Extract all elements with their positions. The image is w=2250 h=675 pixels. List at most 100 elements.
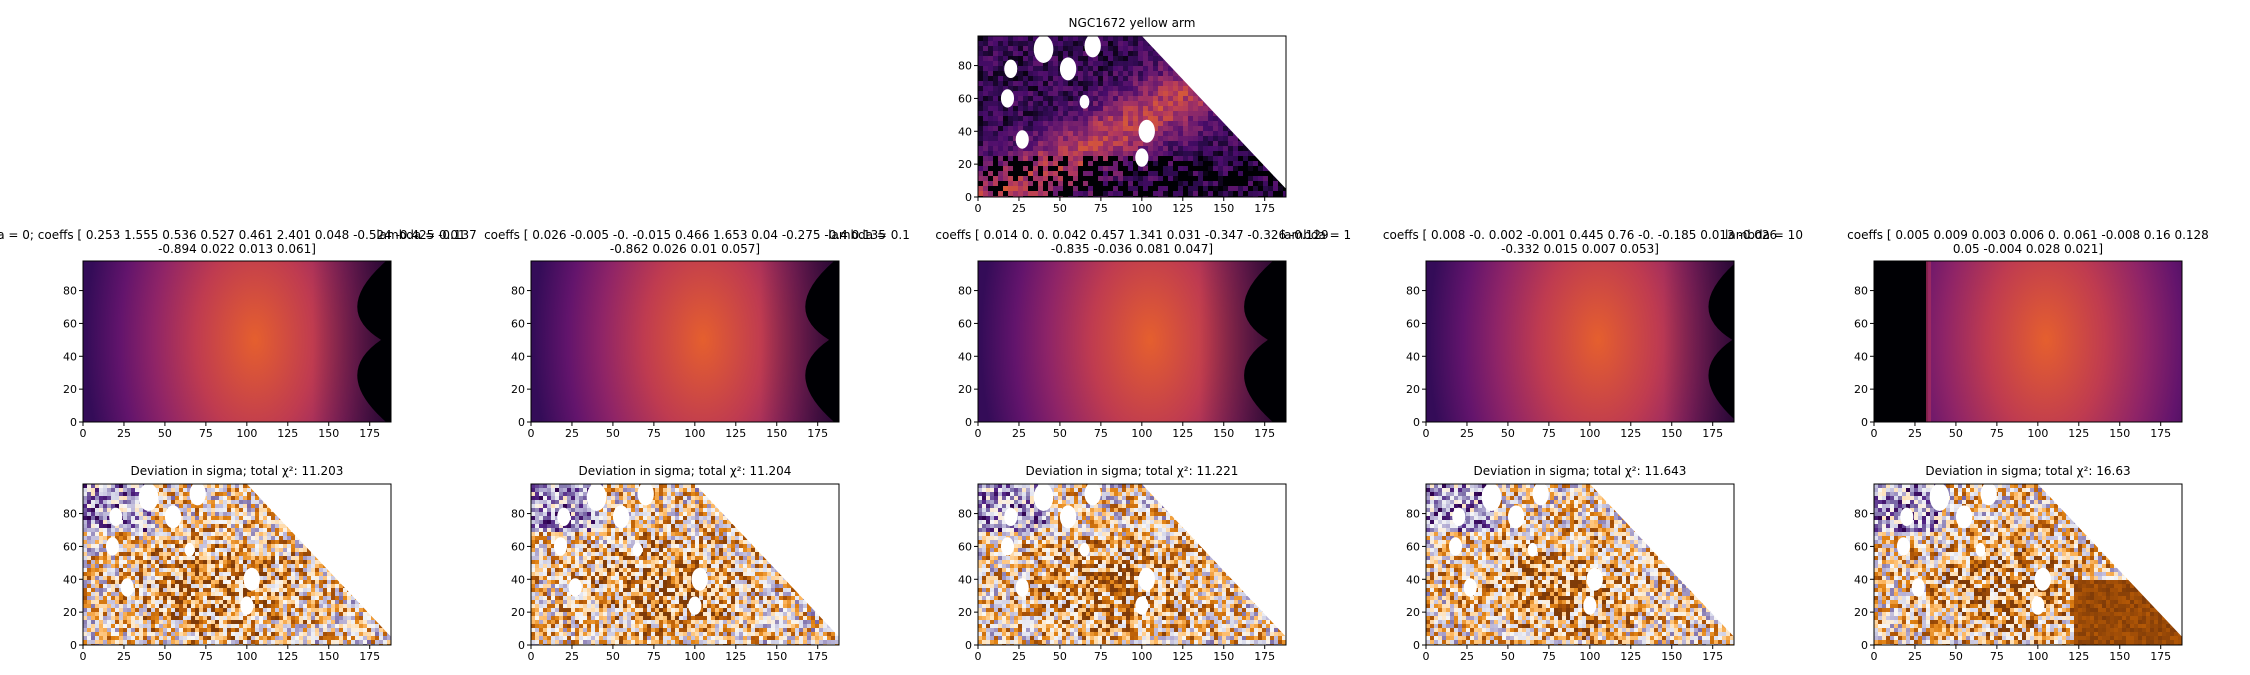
masked-hole [1138, 567, 1155, 591]
y-tick-label: 80 [958, 60, 972, 73]
masked-hole [1059, 505, 1077, 529]
x-tick-label: 50 [1053, 427, 1067, 440]
panel-title-overlap: lambda = 0.01 [376, 228, 465, 242]
y-tick-label: 20 [63, 606, 77, 619]
x-tick-label: 75 [1094, 427, 1108, 440]
x-tick-label: 100 [684, 650, 705, 663]
x-tick-label: 75 [1542, 427, 1556, 440]
x-tick-label: 175 [1254, 427, 1275, 440]
y-tick-label: 20 [511, 383, 525, 396]
x-tick-label: 175 [1702, 427, 1723, 440]
y-tick-label: 60 [63, 317, 77, 330]
masked-hole [138, 484, 159, 511]
x-tick-label: 175 [807, 650, 828, 663]
x-tick-label: 0 [975, 427, 982, 440]
axes-frame [977, 483, 1287, 646]
masked-hole [1033, 484, 1054, 511]
y-tick-label: 60 [958, 317, 972, 330]
x-tick-label: 50 [1501, 650, 1515, 663]
masked-hole [1911, 578, 1925, 597]
x-tick-label: 0 [1871, 650, 1878, 663]
y-tick-label: 40 [958, 350, 972, 363]
x-tick-label: 150 [1213, 202, 1234, 215]
y-tick-label: 80 [1406, 508, 1420, 521]
masked-hole [1463, 578, 1477, 597]
panel-model-1: 0 25 50 75 100 125 150 175 0 20 40 60 80 a = 0; coeff… [0, 228, 477, 440]
panel-model-3: 0 25 50 75 100 125 150 175 0 20 40 60 80 coeffs [ 0.0… [935, 228, 1351, 440]
masked-hole [189, 484, 206, 506]
y-tick-label: 0 [1861, 416, 1868, 429]
y-tick-label: 60 [1854, 317, 1868, 330]
x-tick-label: 150 [1661, 650, 1682, 663]
image-model-4 [1426, 261, 1734, 422]
y-tick-label: 60 [958, 540, 972, 553]
x-tick-label: 50 [1053, 202, 1067, 215]
x-tick-label: 25 [565, 427, 579, 440]
x-tick-label: 50 [606, 650, 620, 663]
x-tick-label: 25 [565, 650, 579, 663]
masked-hole [1481, 484, 1502, 511]
y-tick-label: 20 [1854, 383, 1868, 396]
masked-hole [1079, 542, 1090, 557]
x-tick-label: 100 [1579, 427, 1600, 440]
y-tick-label: 60 [1406, 317, 1420, 330]
x-tick-label: 125 [725, 650, 746, 663]
image-dev-3 [978, 484, 1286, 645]
masked-hole [612, 505, 630, 529]
y-tick-label: 60 [958, 92, 972, 105]
x-tick-label: 150 [766, 427, 787, 440]
x-tick-label: 75 [647, 427, 661, 440]
masked-hole [1084, 36, 1101, 58]
panel-title-overlap: lambda = 1 [1281, 228, 1351, 242]
y-tick-label: 40 [1854, 573, 1868, 586]
x-tick-label: 25 [117, 650, 131, 663]
masked-hole [553, 537, 568, 556]
image-dev-5 [1874, 484, 2182, 645]
x-tick-label: 125 [2068, 650, 2089, 663]
panel-title-line2: -0.862 0.026 0.01 0.057] [610, 242, 760, 256]
panel-title-line1: coeffs [ 0.005 0.009 0.003 0.006 0. 0.06… [1847, 228, 2209, 242]
axes-frame [82, 260, 392, 423]
y-tick-label: 0 [1861, 639, 1868, 652]
x-tick-label: 150 [318, 427, 339, 440]
x-tick-label: 50 [1949, 427, 1963, 440]
masked-hole [1000, 537, 1015, 556]
masked-hole [1452, 507, 1466, 527]
masked-hole [243, 567, 260, 591]
x-tick-label: 0 [975, 650, 982, 663]
masked-hole [691, 567, 708, 591]
masked-hole [1004, 59, 1018, 79]
y-tick-label: 20 [63, 383, 77, 396]
x-tick-label: 125 [1620, 650, 1641, 663]
masked-hole [1583, 596, 1597, 615]
y-tick-label: 20 [958, 606, 972, 619]
x-tick-label: 0 [1423, 427, 1430, 440]
panel-title: Deviation in sigma; total χ²: 11.221 [1026, 464, 1239, 478]
panel-model-2: 0 25 50 75 100 125 150 175 0 20 40 60 80 coeffs [ 0.0… [484, 228, 910, 440]
x-tick-label: 175 [359, 650, 380, 663]
y-tick-label: 40 [958, 125, 972, 138]
panel-title: NGC1672 yellow arm [1069, 16, 1196, 30]
axes-frame [1873, 260, 2183, 423]
y-tick-label: 0 [965, 639, 972, 652]
y-tick-label: 0 [70, 639, 77, 652]
panel-dev-2: 0 25 50 75 100 125 150 175 0 20 40 60 80 Deviation in… [511, 464, 840, 663]
x-tick-label: 125 [277, 427, 298, 440]
masked-hole [1929, 484, 1950, 511]
image-model-2 [531, 261, 839, 422]
image-dev-4 [1426, 484, 1734, 645]
masked-hole [557, 507, 571, 527]
y-tick-label: 80 [511, 285, 525, 298]
masked-hole [1980, 484, 1997, 506]
x-tick-label: 75 [1990, 427, 2004, 440]
y-tick-label: 60 [511, 540, 525, 553]
masked-hole [105, 537, 120, 556]
y-tick-label: 80 [958, 508, 972, 521]
x-tick-label: 75 [647, 650, 661, 663]
x-tick-label: 175 [359, 427, 380, 440]
x-tick-label: 25 [1012, 427, 1026, 440]
y-tick-label: 40 [511, 573, 525, 586]
x-tick-label: 175 [2150, 427, 2171, 440]
panel-title-line2: -0.835 -0.036 0.081 0.047] [1051, 242, 1213, 256]
y-tick-label: 20 [1854, 606, 1868, 619]
